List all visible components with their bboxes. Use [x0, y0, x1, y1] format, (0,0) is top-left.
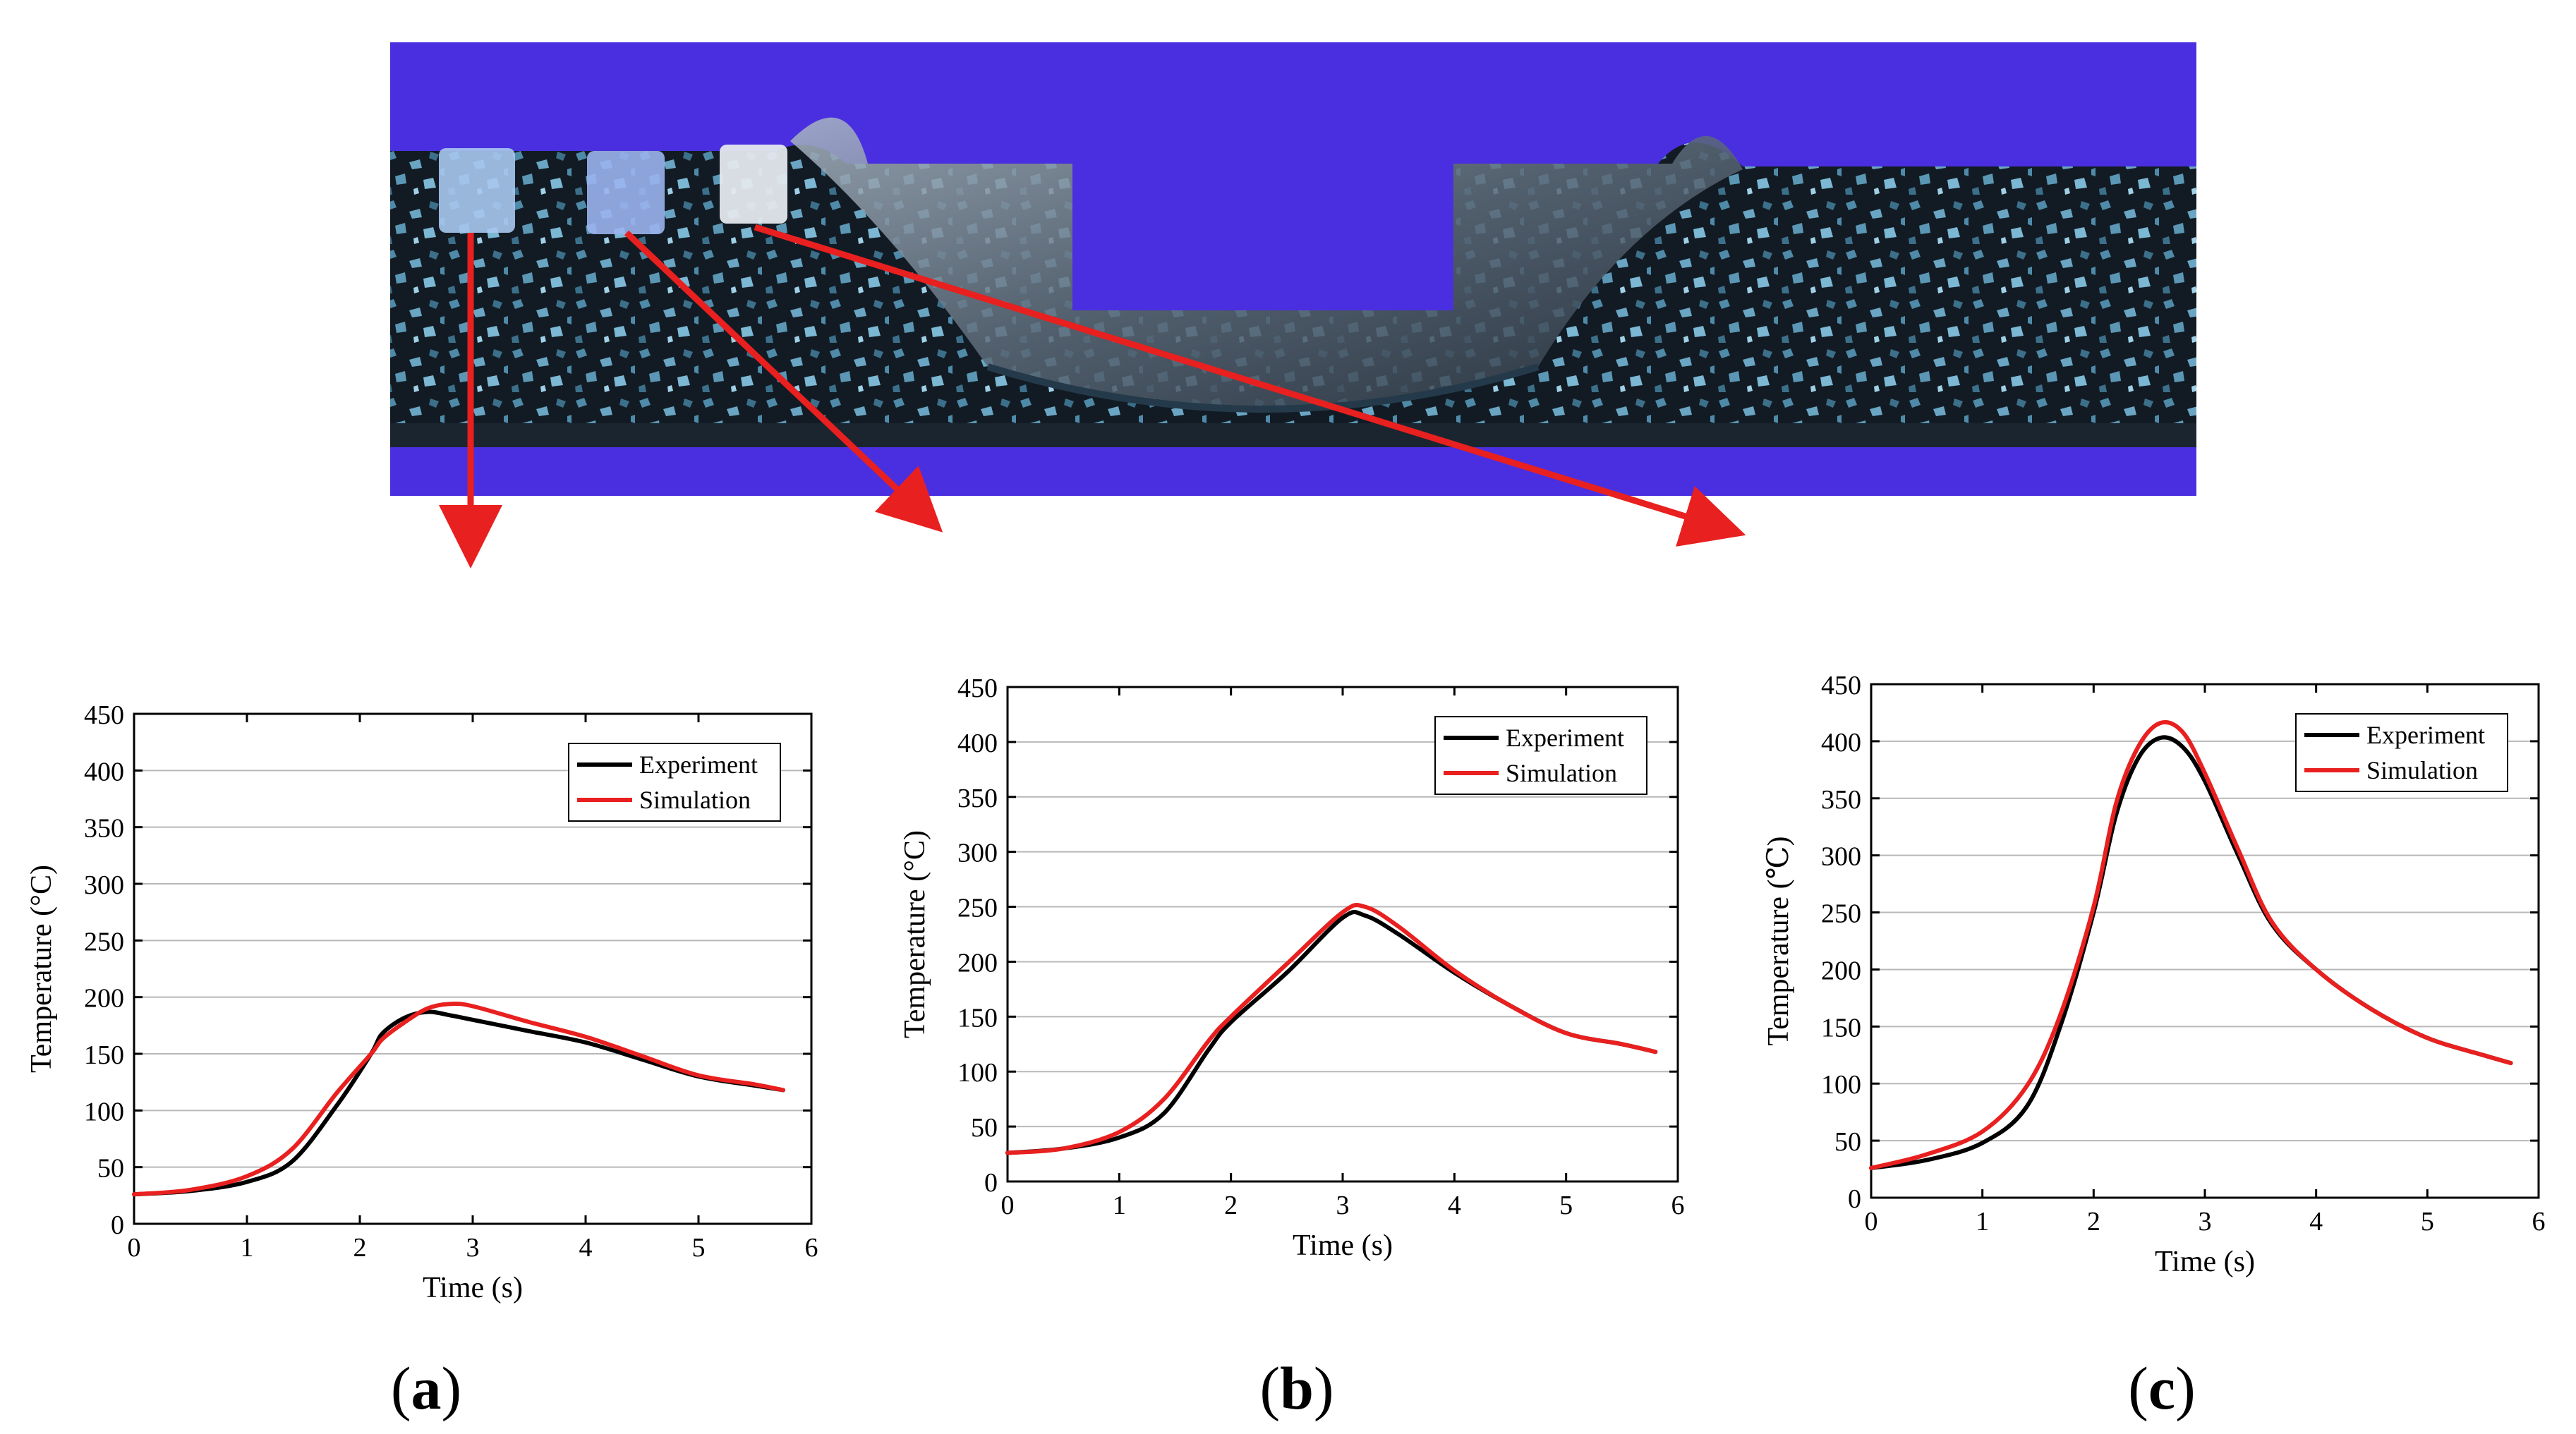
x-tick-label: 2: [353, 1233, 367, 1263]
y-tick-label: 300: [1821, 842, 1861, 872]
panel-label-b: (b): [1259, 1354, 1334, 1422]
y-tick-label: 250: [957, 894, 998, 923]
x-tick-label: 2: [2087, 1207, 2100, 1236]
thermocouple-hole-1: [439, 148, 515, 233]
x-tick-label: 6: [1671, 1191, 1685, 1220]
panel-label-a: (a): [390, 1354, 462, 1422]
legend-label: Experiment: [2366, 721, 2485, 749]
y-axis-label: Temperature (°C): [899, 830, 931, 1038]
x-tick-label: 3: [466, 1233, 480, 1263]
y-axis-label: Temperature (℃): [1762, 836, 1795, 1045]
y-tick-label: 450: [1821, 671, 1861, 700]
y-tick-label: 150: [957, 1003, 998, 1033]
legend-label: Experiment: [1506, 724, 1624, 752]
x-tick-label: 5: [2421, 1207, 2434, 1236]
panel-label-c: (c): [2128, 1354, 2196, 1422]
y-tick-label: 450: [84, 700, 124, 730]
y-tick-label: 100: [957, 1058, 998, 1088]
specimen-bottom-band: [390, 423, 2196, 447]
specimen-body: [390, 142, 2196, 444]
y-tick-label: 100: [84, 1097, 124, 1126]
y-tick-label: 0: [111, 1210, 124, 1240]
y-tick-label: 350: [1821, 785, 1861, 815]
y-tick-label: 50: [97, 1154, 124, 1184]
y-tick-label: 200: [84, 984, 124, 1014]
x-tick-label: 6: [2532, 1207, 2546, 1236]
y-tick-label: 100: [1821, 1070, 1861, 1100]
x-tick-label: 4: [2309, 1207, 2323, 1236]
y-tick-label: 50: [1834, 1127, 1861, 1157]
legend-label: Experiment: [639, 751, 758, 779]
arrow-to-b: [624, 230, 943, 533]
series-line-simulation: [1005, 902, 1658, 1155]
legend-label: Simulation: [639, 786, 751, 814]
y-tick-label: 150: [84, 1040, 124, 1070]
weld-bottom-line: [986, 363, 1540, 413]
series-line-simulation: [1869, 719, 2513, 1170]
y-tick-label: 50: [971, 1113, 998, 1143]
x-tick-label: 5: [1559, 1191, 1573, 1220]
x-tick-label: 4: [1448, 1191, 1461, 1220]
y-tick-label: 200: [957, 948, 998, 978]
series-line-simulation: [132, 1001, 785, 1197]
y-axis-label: Temperature (°C): [25, 865, 58, 1073]
x-tick-label: 3: [2199, 1207, 2212, 1236]
y-tick-label: 300: [957, 839, 998, 868]
series-line-experiment: [132, 1009, 785, 1197]
legend-box: [1434, 716, 1647, 795]
x-tick-label: 2: [1224, 1191, 1238, 1220]
x-tick-label: 4: [579, 1233, 593, 1263]
arrow-to-c: [754, 224, 1746, 547]
x-tick-label: 1: [1976, 1207, 1989, 1236]
x-axis-label: Time (s): [2155, 1246, 2255, 1278]
series-line-experiment: [1869, 735, 2513, 1170]
y-tick-label: 400: [1821, 728, 1861, 758]
y-tick-label: 350: [957, 784, 998, 813]
x-tick-label: 5: [692, 1233, 706, 1263]
x-tick-label: 1: [1113, 1191, 1126, 1220]
x-axis-label: Time (s): [1293, 1229, 1393, 1262]
thermocouple-hole-2: [587, 151, 665, 234]
x-tick-label: 6: [805, 1233, 818, 1263]
x-tick-label: 0: [1001, 1191, 1015, 1220]
x-axis-label: Time (s): [423, 1272, 523, 1304]
x-tick-label: 0: [128, 1233, 141, 1263]
y-tick-label: 150: [1821, 1013, 1861, 1043]
legend-label: Simulation: [2366, 756, 2478, 784]
y-tick-label: 200: [1821, 956, 1861, 985]
y-tick-label: 350: [84, 814, 124, 844]
x-tick-label: 0: [1865, 1207, 1878, 1236]
x-tick-label: 3: [1336, 1191, 1350, 1220]
y-tick-label: 0: [984, 1168, 998, 1198]
y-tick-label: 250: [1821, 899, 1861, 929]
y-tick-label: 0: [1848, 1184, 1861, 1214]
y-tick-label: 400: [957, 729, 998, 758]
y-tick-label: 400: [84, 757, 124, 786]
x-tick-label: 1: [241, 1233, 254, 1263]
weld-zone: [790, 117, 1743, 409]
y-tick-label: 300: [84, 870, 124, 900]
legend-box: [568, 743, 781, 822]
y-tick-label: 450: [957, 674, 998, 703]
legend-label: Simulation: [1506, 759, 1617, 787]
thermocouple-hole-3: [720, 145, 787, 224]
y-tick-label: 250: [84, 927, 124, 956]
legend-box: [2295, 713, 2508, 792]
